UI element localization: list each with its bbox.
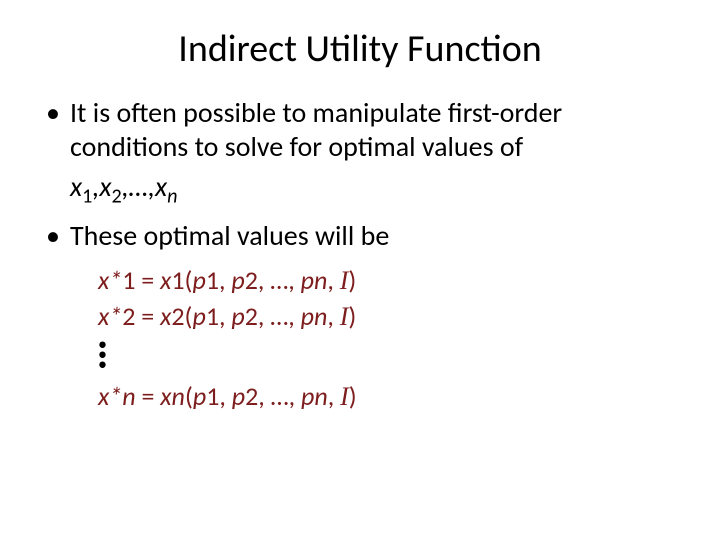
equation-line: x*2 = x2(p1, p2, …, pn, I) (98, 300, 680, 332)
slide-title: Indirect Utility Function (40, 26, 680, 72)
bullet-text: It is often possible to manipulate first… (70, 95, 562, 164)
equation-line: x*1 = x1(p1, p2, …, pn, I) (98, 264, 680, 296)
bullet-item: These optimal values will be (40, 219, 680, 253)
bullet-list: These optimal values will be (40, 219, 680, 253)
equation-block: x*n = xn(p1, p2, …, pn, I) (40, 380, 680, 412)
bullet-item: It is often possible to manipulate first… (40, 96, 680, 163)
vertical-dots-icon: • • • (40, 340, 680, 370)
bullet-list: It is often possible to manipulate first… (40, 96, 680, 163)
variable-list: x1,x2,…,xn (40, 169, 680, 209)
slide: Indirect Utility Function It is often po… (0, 0, 720, 540)
equation-block: x*1 = x1(p1, p2, …, pn, I) x*2 = x2(p1, … (40, 264, 680, 332)
bullet-text: These optimal values will be (70, 218, 389, 253)
equation-line: x*n = xn(p1, p2, …, pn, I) (98, 380, 680, 412)
